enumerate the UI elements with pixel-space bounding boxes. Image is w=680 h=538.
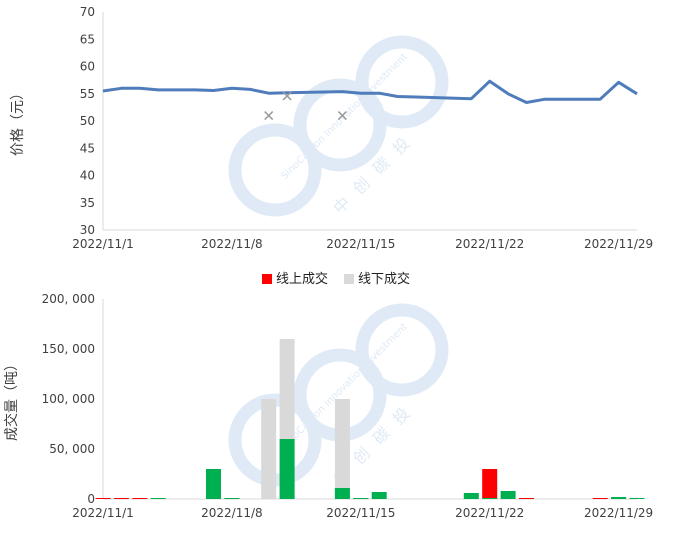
online-volume-bar [113, 498, 129, 499]
volume-bar [611, 497, 627, 499]
watermark-ring [355, 35, 449, 129]
watermark-ring [228, 123, 322, 217]
x-tick-label: 2022/11/8 [201, 237, 263, 251]
volume-bar [150, 498, 166, 499]
price-line-chart: 30 35 40 45 50 55 60 65 70 2022/11/1 2022/11/8 2022… [10, 5, 653, 251]
online-volume-bar [482, 469, 498, 499]
price-line [102, 79, 638, 104]
legend-label-offline: 线下成交 [358, 271, 410, 287]
legend-swatch-online [262, 274, 272, 284]
x-tick-label: 2022/11/22 [455, 506, 524, 520]
volume-bar [206, 469, 221, 499]
y-tick-label: 70 [80, 5, 95, 19]
online-volume-bar [132, 498, 148, 499]
y-tick-label: 55 [80, 87, 95, 101]
offline-volume-bar [334, 399, 350, 499]
legend-label-online: 线上成交 [276, 271, 328, 287]
offline-price-point [264, 111, 274, 121]
y-tick-label: 50, 000 [49, 442, 95, 456]
watermark-ring [355, 303, 449, 397]
legend: 线上成交 线下成交 [262, 271, 410, 287]
volume-bar-chart: 0 50, 000 100, 000 150, 000 200, 000 2022/11/… [3, 271, 653, 520]
y-tick-label: 50 [80, 114, 95, 128]
legend-swatch-offline [344, 274, 354, 284]
y-tick-label: 100, 000 [42, 392, 95, 406]
x-tick-label: 2022/11/29 [584, 237, 653, 251]
y-tick-label: 150, 000 [42, 342, 95, 356]
y-tick-label: 200, 000 [42, 292, 95, 306]
x-tick-label: 2022/11/29 [584, 506, 653, 520]
volume-bar [279, 439, 295, 499]
y-tick-label: 0 [87, 492, 95, 506]
volume-bar [224, 498, 240, 499]
volume-bar [463, 493, 479, 499]
volume-bar [371, 492, 387, 499]
x-tick-label: 2022/11/8 [201, 506, 263, 520]
y-axis-title: 成交量（吨） [3, 357, 20, 441]
offline-price-point [282, 91, 292, 101]
volume-bar [500, 491, 516, 499]
watermark-ring [293, 78, 387, 172]
volume-bar [629, 498, 645, 499]
y-tick-label: 30 [80, 223, 95, 237]
x-tick-label: 2022/11/15 [326, 237, 395, 251]
x-tick-label: 2022/11/1 [72, 237, 134, 251]
y-tick-label: 60 [80, 60, 95, 74]
online-volume-bar [592, 498, 608, 499]
volume-bar [353, 498, 369, 499]
x-tick-label: 2022/11/15 [326, 506, 395, 520]
x-tick-label: 2022/11/1 [72, 506, 134, 520]
y-tick-label: 35 [80, 196, 95, 210]
y-axis-title: 价格（元） [10, 86, 26, 156]
offline-price-point [337, 111, 347, 121]
y-tick-label: 40 [80, 169, 95, 183]
online-volume-bar [519, 498, 534, 499]
x-tick-label: 2022/11/22 [455, 237, 524, 251]
offline-volume-bar [261, 399, 277, 499]
volume-bar [482, 498, 498, 499]
y-tick-label: 65 [80, 32, 95, 46]
online-volume-bar [95, 498, 111, 499]
y-tick-label: 45 [80, 141, 95, 155]
volume-bar [334, 488, 350, 499]
